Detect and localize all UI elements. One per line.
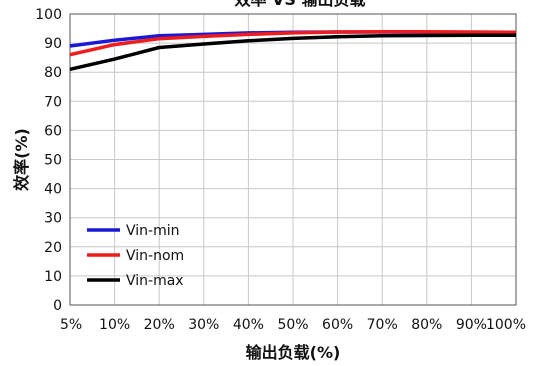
y-tick-label: 80: [44, 65, 62, 81]
x-tick-label: 60%: [322, 317, 353, 333]
x-tick-labels: 5% 10% 20% 30% 40% 50% 60% 70% 80% 90% 100%: [60, 317, 526, 333]
x-tick-label: 50%: [277, 317, 308, 333]
y-tick-label: 10: [44, 269, 62, 285]
y-tick-label: 60: [44, 123, 62, 139]
chart-title: 效率 VS 输出负载: [234, 0, 365, 9]
grid: [69, 13, 517, 306]
y-tick-label: 70: [44, 94, 62, 110]
y-tick-labels: 0 10 20 30 40 50 60 70 80 90 100: [35, 7, 62, 314]
series-line-vin-nom: [69, 30, 517, 57]
legend-label: Vin-max: [126, 273, 184, 289]
series-lines: [69, 30, 517, 72]
y-tick-label: 40: [44, 182, 62, 198]
x-tick-label: 80%: [411, 317, 442, 333]
y-tick-label: 20: [44, 240, 62, 256]
x-axis-title: 输出负载(%): [246, 343, 341, 362]
x-tick-label: 10%: [99, 317, 130, 333]
plot-frame: [69, 13, 517, 306]
y-tick-label: 50: [44, 153, 62, 169]
y-tick-label: 90: [44, 36, 62, 52]
x-tick-label: 90%: [456, 317, 487, 333]
legend: Vin-min Vin-nom Vin-max: [87, 223, 184, 289]
x-tick-label: 40%: [233, 317, 264, 333]
x-tick-label: 70%: [367, 317, 398, 333]
legend-label: Vin-min: [126, 223, 179, 239]
x-tick-label: 30%: [188, 317, 219, 333]
y-axis-title: 效率(%): [12, 128, 31, 191]
x-tick-label: 20%: [144, 317, 175, 333]
x-tick-label: 5%: [60, 317, 82, 333]
y-tick-label: 100: [35, 7, 62, 23]
series-line-vin-max: [69, 33, 516, 72]
y-tick-label: 0: [53, 298, 62, 314]
legend-label: Vin-nom: [126, 248, 184, 264]
x-tick-label: 100%: [486, 317, 526, 333]
y-tick-label: 30: [44, 211, 62, 227]
